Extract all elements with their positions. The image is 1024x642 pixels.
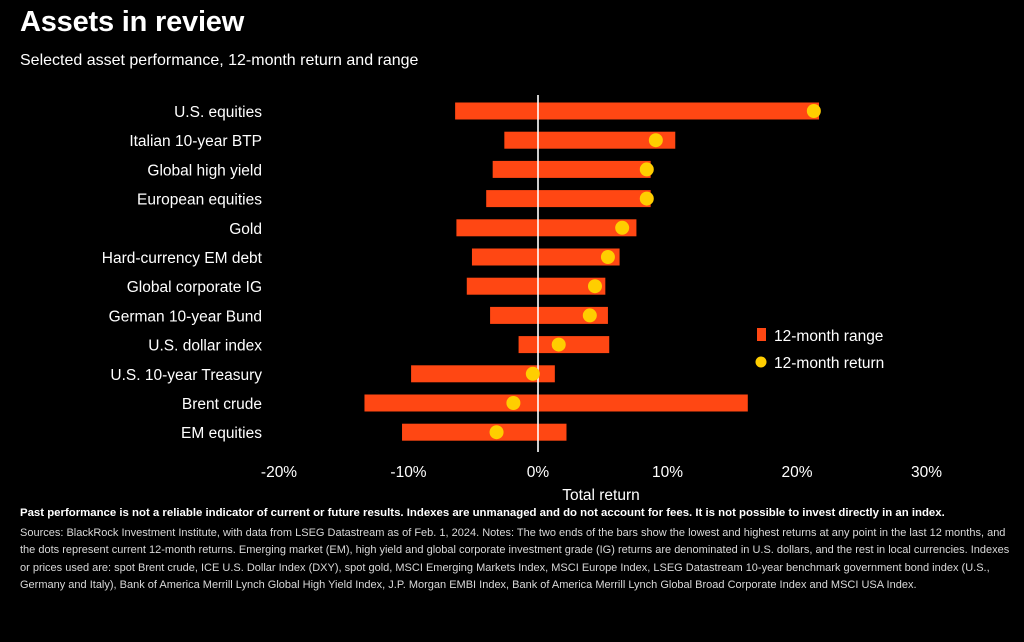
legend-range-swatch [757, 328, 766, 341]
range-bar-u-s-equities [455, 102, 820, 120]
disclaimer-text: Past performance is not a reliable indic… [20, 507, 945, 519]
range-bar-german-10-year-bund [490, 306, 608, 324]
x-tick-label: 30% [911, 464, 942, 481]
category-label-global-high-yield: Global high yield [147, 162, 262, 179]
range-bar-gold [456, 219, 637, 237]
category-label-global-corporate-ig: Global corporate IG [127, 279, 262, 296]
range-bar-italian-10-year-btp [504, 131, 676, 149]
category-label-italian-10-year-btp: Italian 10-year BTP [129, 133, 262, 150]
x-tick-label: -20% [261, 464, 297, 481]
return-dot-u-s-dollar-index [551, 337, 566, 352]
return-dot-european-equities [639, 191, 654, 206]
category-label-german-10-year-bund: German 10-year Bund [109, 308, 262, 325]
chart-title: Assets in review [20, 6, 245, 38]
x-axis-label: Total return [562, 487, 640, 504]
return-dot-em-equities [489, 425, 504, 440]
range-bar-brent-crude [364, 394, 748, 412]
chart-notes: Past performance is not a reliable indic… [20, 505, 1010, 595]
category-label-european-equities: European equities [137, 192, 262, 209]
x-tick-label: 0% [527, 464, 550, 481]
category-label-u-s-10-year-treasury: U.S. 10-year Treasury [110, 367, 262, 384]
range-bar-global-corporate-ig [466, 277, 606, 295]
range-dot-chart: U.S. equities Italian 10-year BTP Global h… [102, 95, 942, 504]
x-tick-label: 10% [652, 464, 683, 481]
category-label-u-s-dollar-index: U.S. dollar index [148, 338, 262, 355]
range-bar-em-equities [402, 423, 567, 441]
return-dot-gold [615, 220, 630, 235]
return-dot-brent-crude [506, 396, 521, 410]
legend-range-label: 12-month range [774, 328, 883, 345]
legend-return-label: 12-month return [774, 355, 884, 372]
category-label-em-equities: EM equities [181, 425, 262, 442]
category-label-brent-crude: Brent crude [182, 396, 262, 413]
category-label-hard-currency-em-debt: Hard-currency EM debt [102, 250, 263, 267]
range-bar-european-equities [486, 190, 651, 208]
chart-subtitle: Selected asset performance, 12-month ret… [20, 52, 419, 69]
return-dot-global-high-yield [639, 162, 654, 177]
range-bar-global-high-yield [492, 160, 651, 178]
return-dot-hard-currency-em-debt [600, 250, 615, 264]
category-label-u-s-equities: U.S. equities [174, 104, 262, 121]
return-dot-german-10-year-bund [582, 308, 597, 323]
sources-text: Sources: BlackRock Investment Institute,… [20, 526, 1010, 592]
range-bar-hard-currency-em-debt [471, 248, 620, 266]
legend-return-swatch [755, 356, 767, 368]
x-tick-label: -10% [390, 464, 426, 481]
return-dot-global-corporate-ig [587, 279, 602, 294]
return-dot-italian-10-year-btp [648, 133, 663, 148]
x-tick-label: 20% [781, 464, 812, 481]
range-bar-u-s-10-year-treasury [411, 365, 555, 383]
category-label-gold: Gold [229, 221, 262, 238]
return-dot-u-s-equities [806, 104, 821, 118]
return-dot-u-s-10-year-treasury [525, 366, 540, 381]
